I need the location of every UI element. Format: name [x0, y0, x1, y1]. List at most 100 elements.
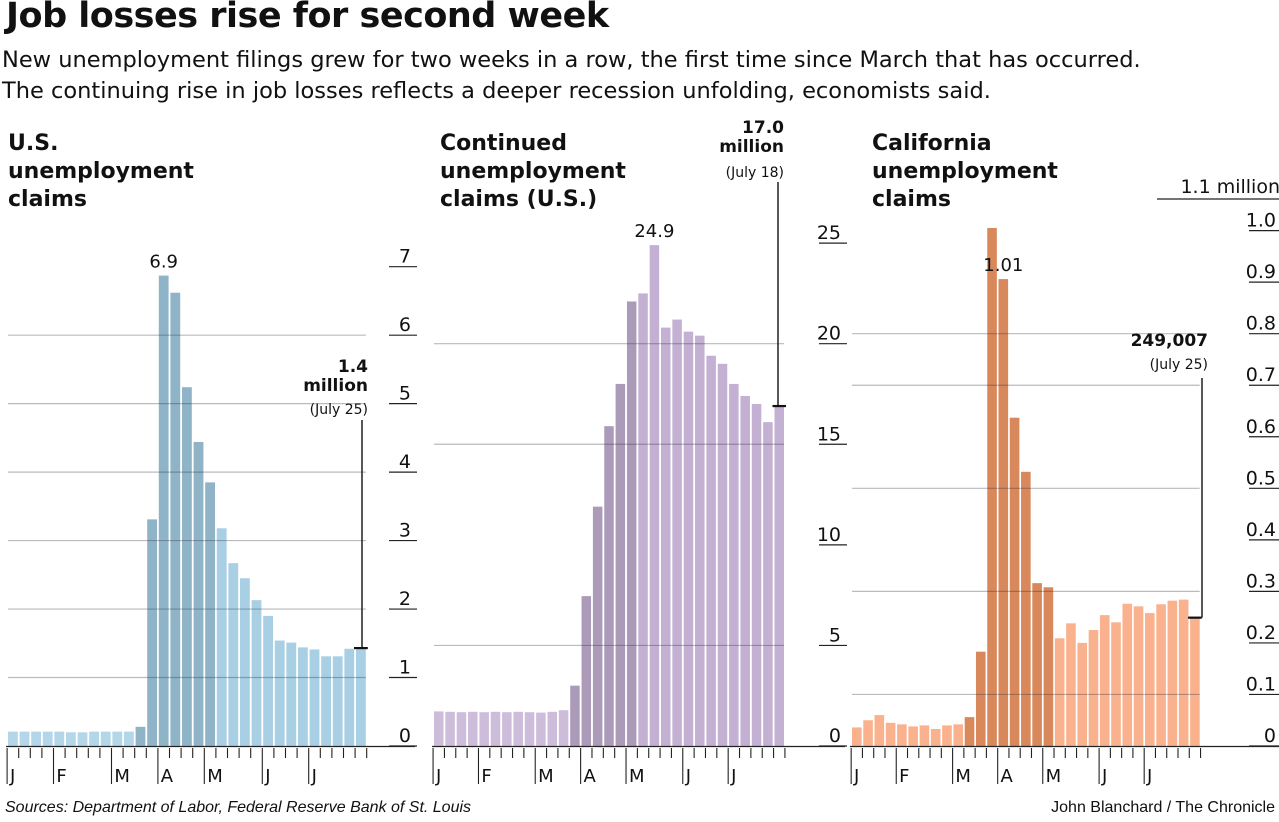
y-tick-label: 0.8 — [1246, 313, 1276, 335]
bar — [975, 651, 986, 746]
bar — [998, 279, 1009, 746]
y-tick-label: 6 — [399, 314, 411, 336]
bar — [1178, 599, 1189, 746]
bar — [274, 640, 285, 746]
chart-title-line: unemployment — [872, 159, 1058, 184]
dek-line-2: The continuing rise in job losses reflec… — [2, 78, 991, 104]
callout-date: (July 18) — [726, 165, 784, 181]
bar — [774, 406, 784, 746]
y-tick-label: 0.5 — [1246, 467, 1276, 489]
y-tick-label: 20 — [817, 323, 841, 345]
bar — [1032, 583, 1042, 746]
bar — [216, 528, 227, 746]
bar — [524, 712, 535, 746]
callout-value: 1.4 — [338, 357, 368, 377]
bar — [1009, 417, 1020, 746]
bar — [1156, 604, 1166, 746]
y-tick-label: 0.2 — [1246, 622, 1276, 644]
bar — [89, 731, 99, 746]
bar — [592, 506, 603, 746]
bar — [1111, 622, 1121, 746]
month-label: J — [9, 766, 15, 787]
bar — [1133, 606, 1144, 746]
bar — [942, 725, 952, 746]
peak-label: 6.9 — [149, 252, 178, 273]
credit-line: John Blanchard / The Chronicle — [1051, 799, 1275, 816]
bar — [344, 648, 355, 746]
charts-area: U.S. unemployment claims 0 1 2 3 4 5 6 7 J F M A M J J 6.9… — [6, 118, 1279, 787]
month-label: M — [538, 766, 554, 787]
bar — [456, 712, 467, 746]
bar — [77, 732, 88, 746]
bar — [919, 725, 930, 746]
bar — [356, 648, 366, 746]
peak-label: 24.9 — [634, 221, 674, 242]
bar — [1167, 600, 1178, 746]
month-label: M — [955, 766, 971, 787]
y-tick-label: 0.3 — [1246, 570, 1276, 592]
bar — [604, 426, 614, 746]
month-label: M — [207, 766, 223, 787]
bar — [42, 731, 53, 746]
bar — [1021, 471, 1031, 746]
bar — [953, 724, 964, 746]
bar — [1145, 613, 1155, 746]
month-label: M — [629, 766, 645, 787]
chart-title-line: claims — [872, 187, 951, 212]
bar — [751, 404, 762, 746]
y-tick-label: 3 — [399, 520, 411, 542]
bar — [852, 727, 862, 746]
chart-1: U.S. unemployment claims 0 1 2 3 4 5 6 7 J F M A M J J 6.9… — [6, 131, 417, 787]
y-tick-label: 5 — [829, 624, 841, 646]
bar — [54, 731, 65, 746]
callout-value: 17.0 — [742, 118, 784, 138]
chart-title-line: California — [872, 131, 992, 156]
bar — [874, 715, 885, 746]
bar — [706, 355, 716, 746]
bar — [863, 720, 873, 746]
bar — [8, 731, 18, 746]
bar — [182, 387, 192, 746]
bar — [298, 647, 308, 746]
bar — [930, 728, 941, 746]
month-label: J — [311, 766, 317, 787]
bar — [135, 726, 146, 746]
bar — [502, 712, 512, 746]
bar — [763, 422, 773, 746]
y-tick-label: 5 — [399, 383, 411, 405]
sources-note: Sources: Department of Labor, Federal Re… — [5, 799, 472, 816]
bar — [1088, 630, 1099, 746]
bar — [445, 711, 455, 746]
bar — [19, 731, 30, 746]
bar — [536, 712, 546, 746]
chart-title-line: unemployment — [8, 159, 194, 184]
chart-title-line: U.S. — [8, 131, 58, 156]
bar — [649, 245, 660, 746]
bar — [729, 383, 739, 746]
bar — [547, 711, 557, 746]
month-label: F — [899, 766, 909, 787]
bar — [240, 578, 250, 746]
dek-line-1: New unemployment filings grew for two we… — [2, 47, 1141, 73]
bar — [717, 363, 728, 746]
y-tick-label: 0 — [829, 725, 841, 747]
month-label: M — [114, 766, 130, 787]
bar — [490, 711, 501, 746]
bar — [661, 327, 671, 746]
month-label: F — [56, 766, 66, 787]
bar — [885, 722, 896, 746]
bar — [1190, 617, 1200, 746]
bar — [251, 600, 262, 746]
chart-title-line: unemployment — [440, 159, 626, 184]
month-label: M — [1046, 766, 1062, 787]
bar — [193, 441, 204, 746]
chart-title-line: claims — [8, 187, 87, 212]
month-label: J — [1101, 766, 1107, 787]
y-tick-label: 1 — [399, 657, 411, 679]
bar — [31, 731, 41, 746]
month-label: J — [1146, 766, 1152, 787]
callout-value: million — [303, 376, 368, 396]
month-label: A — [1001, 766, 1014, 787]
bar — [66, 732, 76, 746]
bar — [158, 275, 169, 746]
